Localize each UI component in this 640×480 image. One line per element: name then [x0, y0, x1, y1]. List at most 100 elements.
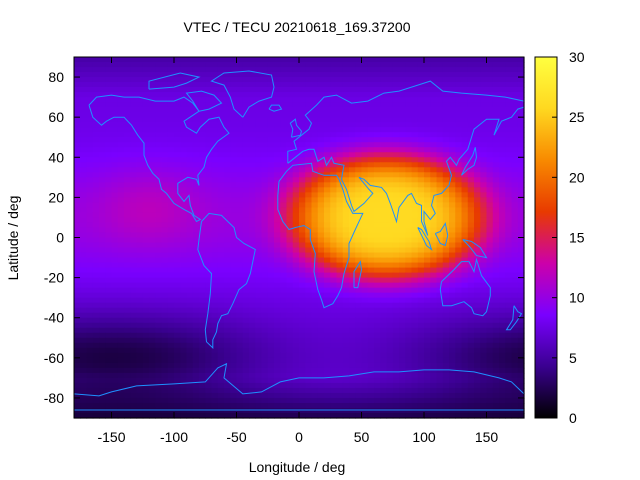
heatmap-cell [430, 172, 438, 178]
heatmap-cell [330, 302, 338, 309]
heatmap-cell [411, 62, 419, 68]
heatmap-cell [292, 222, 300, 229]
heatmap-cell [130, 382, 138, 389]
heatmap-cell [336, 372, 344, 379]
heatmap-cell [349, 227, 356, 234]
heatmap-cell [205, 217, 213, 224]
heatmap-cell [167, 327, 175, 334]
heatmap-cell [355, 112, 363, 118]
heatmap-cell [392, 227, 400, 234]
heatmap-cell [186, 177, 194, 183]
heatmap-cell [480, 372, 488, 379]
heatmap-cell [317, 257, 325, 264]
heatmap-cell [230, 117, 238, 123]
heatmap-cell [442, 147, 450, 153]
heatmap-cell [417, 192, 425, 198]
heatmap-cell [305, 72, 313, 78]
heatmap-cell [80, 322, 88, 329]
heatmap-cell [411, 137, 419, 143]
heatmap-cell [480, 247, 488, 254]
heatmap-cell [230, 322, 238, 329]
heatmap-cell [224, 237, 231, 244]
heatmap-cell [286, 132, 294, 138]
heatmap-cell [449, 317, 456, 324]
heatmap-cell [217, 392, 225, 399]
heatmap-cell [105, 252, 113, 259]
heatmap-cell [155, 262, 163, 269]
heatmap-cell [192, 347, 200, 354]
heatmap-cell [105, 337, 113, 344]
heatmap-cell [511, 337, 519, 344]
heatmap-cell [199, 182, 206, 188]
heatmap-cell [267, 67, 275, 73]
heatmap-cell [249, 197, 256, 203]
heatmap-cell [467, 172, 475, 178]
heatmap-cell [117, 332, 125, 339]
heatmap-cell [217, 202, 225, 209]
heatmap-cell [486, 297, 494, 304]
heatmap-cell [511, 322, 519, 329]
heatmap-cell [436, 57, 444, 63]
heatmap-cell [330, 387, 338, 394]
heatmap-cell [299, 177, 306, 183]
heatmap-cell [99, 247, 106, 254]
heatmap-cell [86, 222, 94, 229]
heatmap-cell [174, 362, 181, 369]
heatmap-cell [117, 237, 125, 244]
heatmap-cell [161, 262, 169, 269]
heatmap-cell [411, 97, 419, 103]
heatmap-cell [430, 282, 438, 289]
heatmap-cell [174, 152, 181, 158]
heatmap-cell [124, 227, 131, 234]
heatmap-cell [261, 177, 269, 183]
heatmap-cell [149, 357, 156, 364]
heatmap-cell [86, 357, 94, 364]
heatmap-cell [405, 72, 413, 78]
heatmap-cell [149, 262, 156, 269]
heatmap-cell [242, 212, 250, 219]
heatmap-cell [517, 172, 525, 178]
heatmap-cell [305, 122, 313, 128]
heatmap-cell [261, 322, 269, 329]
heatmap-cell [349, 262, 356, 269]
heatmap-cell [92, 237, 100, 244]
heatmap-cell [361, 217, 369, 224]
heatmap-cell [74, 372, 81, 379]
heatmap-cell [442, 347, 450, 354]
heatmap-cell [205, 247, 213, 254]
heatmap-cell [136, 57, 144, 63]
heatmap-cell [117, 107, 125, 113]
heatmap-cell [217, 397, 225, 404]
heatmap-cell [236, 132, 244, 138]
heatmap-cell [136, 227, 144, 234]
heatmap-cell [142, 322, 150, 329]
heatmap-cell [217, 67, 225, 73]
heatmap-cell [349, 317, 356, 324]
heatmap-cell [305, 147, 313, 153]
heatmap-cell [336, 397, 344, 404]
heatmap-cell [430, 202, 438, 209]
heatmap-cell [230, 162, 238, 168]
heatmap-cell [374, 212, 381, 219]
heatmap-cell [205, 262, 213, 269]
heatmap-cell [92, 362, 100, 369]
heatmap-cell [255, 127, 263, 133]
heatmap-cell [386, 82, 394, 88]
heatmap-cell [442, 372, 450, 379]
heatmap-cell [174, 352, 181, 359]
heatmap-cell [117, 217, 125, 224]
heatmap-cell [305, 312, 313, 319]
heatmap-cell [424, 247, 431, 254]
heatmap-cell [167, 162, 175, 168]
heatmap-cell [486, 142, 494, 148]
heatmap-cell [92, 262, 100, 269]
heatmap-cell [361, 337, 369, 344]
heatmap-cell [167, 107, 175, 113]
heatmap-cell [230, 127, 238, 133]
heatmap-cell [130, 357, 138, 364]
heatmap-cell [417, 72, 425, 78]
heatmap-cell [124, 402, 131, 409]
heatmap-cell [399, 332, 406, 339]
heatmap-cell [117, 292, 125, 299]
heatmap-cell [124, 132, 131, 138]
